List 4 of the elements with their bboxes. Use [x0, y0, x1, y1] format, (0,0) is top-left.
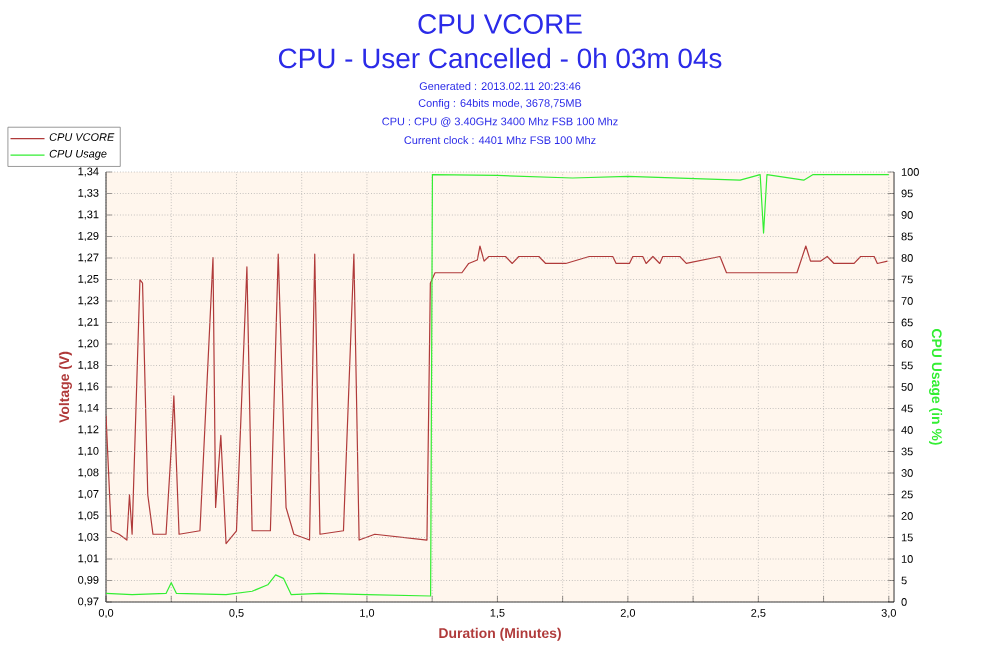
line-series	[106, 245, 889, 545]
chart-subtitle: CPU - User Cancelled - 0h 03m 04s	[278, 47, 722, 69]
chart-title: CPU VCORE	[418, 14, 582, 34]
line-series	[106, 173, 890, 597]
